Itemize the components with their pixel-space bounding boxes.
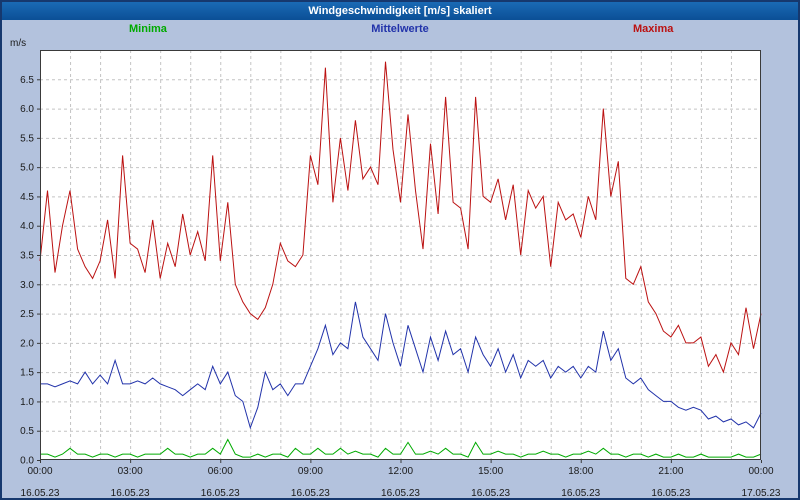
svg-text:4.0: 4.0 xyxy=(20,221,34,232)
series-maxima xyxy=(39,61,762,374)
legend-minima: Minima xyxy=(129,23,167,35)
svg-text:16.05.23: 16.05.23 xyxy=(111,488,150,498)
svg-text:0.5: 0.5 xyxy=(20,426,34,437)
svg-text:03:00: 03:00 xyxy=(118,466,143,477)
svg-text:2.5: 2.5 xyxy=(20,309,34,320)
y-axis-labels: 0.0 0.5 1.0 1.5 2.0 2.5 3.0 3.5 4.0 4.5 5.0 5.5 6.0 6… xyxy=(20,75,34,467)
svg-text:1.0: 1.0 xyxy=(20,397,34,408)
svg-text:3.5: 3.5 xyxy=(20,251,34,262)
x-axis-labels: 00:00 16.05.23 03:00 16.05.23 06:00 16.05.23 0… xyxy=(21,466,781,498)
svg-text:2.0: 2.0 xyxy=(20,338,34,349)
svg-text:16.05.23: 16.05.23 xyxy=(201,488,240,498)
svg-text:06:00: 06:00 xyxy=(208,466,233,477)
svg-text:00:00: 00:00 xyxy=(748,466,773,477)
svg-text:3.0: 3.0 xyxy=(20,280,34,291)
svg-text:17.05.23: 17.05.23 xyxy=(742,488,781,498)
svg-text:6.0: 6.0 xyxy=(20,104,34,115)
svg-text:09:00: 09:00 xyxy=(298,466,323,477)
svg-text:1.5: 1.5 xyxy=(20,368,34,379)
legend-mittelwerte: Mittelwerte xyxy=(371,23,429,35)
svg-text:0.0: 0.0 xyxy=(20,456,34,467)
svg-text:16.05.23: 16.05.23 xyxy=(651,488,690,498)
svg-text:16.05.23: 16.05.23 xyxy=(291,488,330,498)
svg-text:00:00: 00:00 xyxy=(27,466,52,477)
series-minima xyxy=(40,438,762,458)
series-lines xyxy=(39,61,762,458)
svg-text:12:00: 12:00 xyxy=(388,466,413,477)
axis-ticks xyxy=(37,79,762,463)
wind-speed-line-chart: 0.0 0.5 1.0 1.5 2.0 2.5 3.0 3.5 4.0 4.5 5.0 5.5 6.0 6… xyxy=(20,50,781,498)
window-title: Windgeschwindigkeit [m/s] skaliert xyxy=(308,5,492,17)
svg-text:4.5: 4.5 xyxy=(20,192,34,203)
plot-border xyxy=(40,50,761,460)
gridlines xyxy=(40,50,761,460)
legend-maxima: Maxima xyxy=(633,23,674,35)
svg-text:16.05.23: 16.05.23 xyxy=(381,488,420,498)
svg-text:6.5: 6.5 xyxy=(20,75,34,86)
title-bar: Windgeschwindigkeit [m/s] skaliert xyxy=(2,2,798,20)
svg-text:16.05.23: 16.05.23 xyxy=(471,488,510,498)
svg-text:5.0: 5.0 xyxy=(20,163,34,174)
svg-text:15:00: 15:00 xyxy=(478,466,503,477)
svg-text:16.05.23: 16.05.23 xyxy=(21,488,60,498)
y-axis-unit-label: m/s xyxy=(10,38,27,49)
svg-text:5.5: 5.5 xyxy=(20,133,34,144)
svg-text:16.05.23: 16.05.23 xyxy=(561,488,600,498)
svg-text:18:00: 18:00 xyxy=(568,466,593,477)
svg-text:21:00: 21:00 xyxy=(658,466,683,477)
series-mittelwerte xyxy=(40,301,762,430)
